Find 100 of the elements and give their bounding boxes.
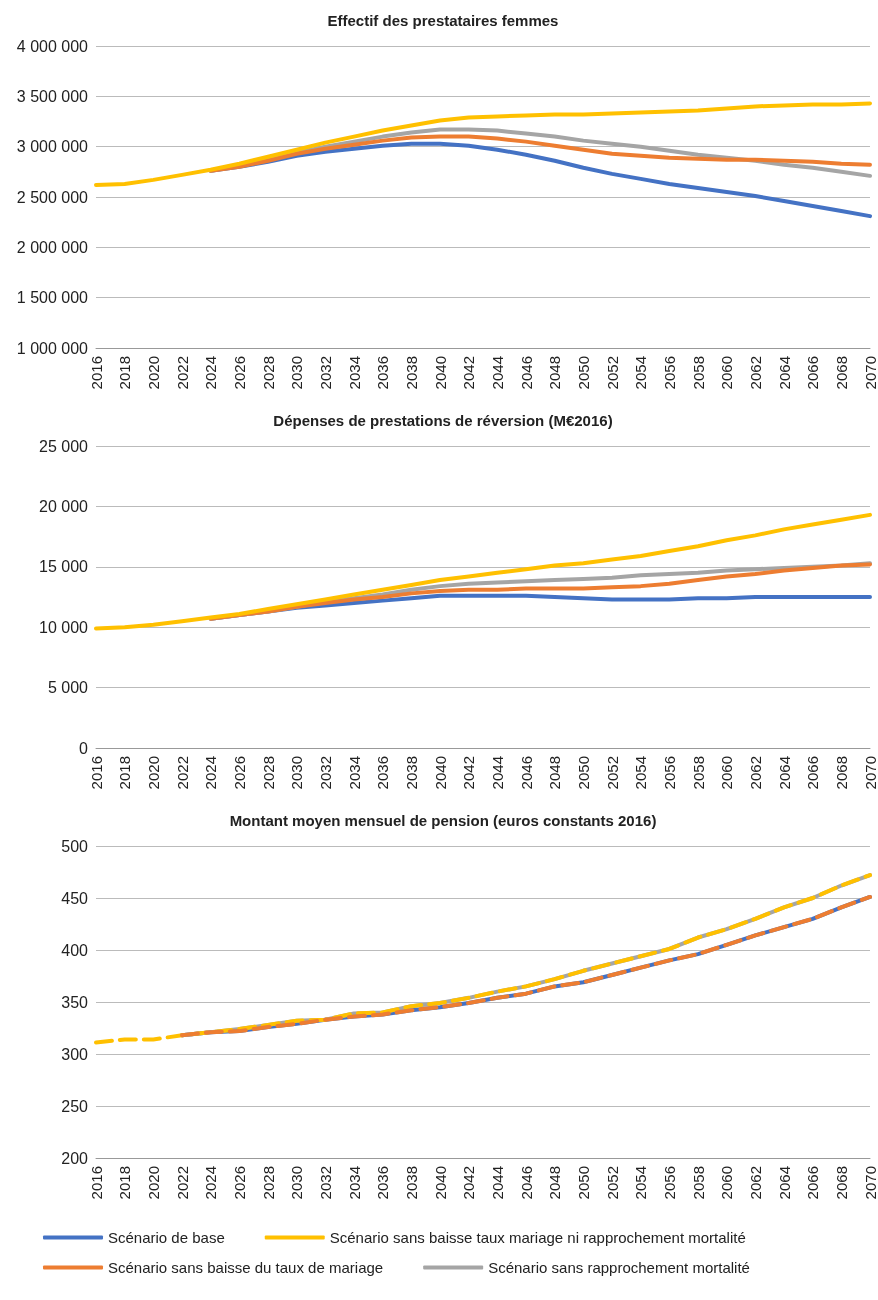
- x-tick-label: 2062: [746, 756, 764, 790]
- x-tick-label: 2018: [116, 1166, 134, 1200]
- x-tick-label: 2058: [689, 756, 707, 790]
- x-tick-label: 2022: [173, 1166, 191, 1200]
- x-tick-label: 2024: [202, 756, 220, 790]
- x-tick-label: 2026: [230, 1166, 248, 1200]
- x-tick-label: 2054: [632, 1166, 650, 1200]
- x-tick-label: 2040: [431, 1166, 449, 1200]
- x-tick-label: 2044: [488, 356, 506, 390]
- x-tick-label: 2054: [632, 756, 650, 790]
- x-tick-label: 2046: [517, 356, 535, 390]
- y-tick-label: 400: [61, 941, 89, 959]
- y-tick-label: 200: [61, 1149, 89, 1167]
- x-tick-label: 2052: [603, 756, 621, 790]
- x-tick-label: 2036: [374, 1166, 392, 1200]
- x-tick-label: 2050: [574, 356, 592, 390]
- x-tick-label: 2016: [87, 356, 105, 390]
- x-tick-label: 2022: [173, 356, 191, 390]
- x-tick-label: 2062: [746, 1166, 764, 1200]
- y-tick-label: 1 500 000: [16, 289, 89, 307]
- x-tick-label: 2038: [402, 1166, 420, 1200]
- x-tick-label: 2070: [861, 756, 878, 790]
- x-tick-label: 2028: [259, 356, 277, 390]
- y-tick-label: 10 000: [39, 618, 89, 636]
- x-tick-label: 2038: [402, 756, 420, 790]
- x-tick-label: 2024: [202, 1166, 220, 1200]
- line-series: [208, 134, 872, 173]
- x-tick-label: 2056: [660, 756, 678, 790]
- x-tick-label: 2054: [632, 356, 650, 390]
- line-series: [94, 101, 872, 187]
- x-tick-label: 2060: [718, 356, 736, 390]
- x-tick-label: 2056: [660, 356, 678, 390]
- x-tick-label: 2046: [517, 1166, 535, 1200]
- x-tick-label: 2042: [460, 1166, 478, 1200]
- x-tick-label: 2048: [546, 1166, 564, 1200]
- x-tick-label: 2030: [288, 356, 306, 390]
- y-tick-label: 1 000 000: [16, 339, 89, 357]
- x-tick-label: 2048: [546, 356, 564, 390]
- y-tick-label: 20 000: [39, 497, 89, 515]
- x-tick-label: 2070: [861, 1166, 878, 1200]
- y-tick-label: 2 000 000: [16, 238, 89, 256]
- x-tick-label: 2068: [832, 356, 850, 390]
- y-tick-label: 25 000: [39, 437, 89, 455]
- y-tick-label: 3 500 000: [16, 87, 89, 105]
- x-tick-label: 2044: [488, 1166, 506, 1200]
- x-tick-label: 2026: [230, 356, 248, 390]
- x-tick-label: 2066: [804, 356, 822, 390]
- x-tick-label: 2028: [259, 1166, 277, 1200]
- x-tick-label: 2026: [230, 756, 248, 790]
- y-tick-label: 300: [61, 1045, 89, 1063]
- x-tick-label: 2040: [431, 756, 449, 790]
- x-tick-label: 2022: [173, 756, 191, 790]
- x-tick-label: 2052: [603, 356, 621, 390]
- x-tick-label: 2068: [832, 1166, 850, 1200]
- line-series: [94, 512, 872, 631]
- x-tick-label: 2056: [660, 1166, 678, 1200]
- x-tick-label: 2034: [345, 356, 363, 390]
- x-tick-label: 2032: [316, 356, 334, 390]
- y-tick-label: 0: [79, 739, 89, 757]
- y-tick-label: 4 000 000: [16, 37, 89, 55]
- x-tick-label: 2050: [574, 756, 592, 790]
- x-tick-label: 2020: [144, 1166, 162, 1200]
- x-tick-label: 2060: [718, 756, 736, 790]
- x-tick-label: 2030: [288, 756, 306, 790]
- x-tick-label: 2018: [116, 756, 134, 790]
- x-tick-label: 2040: [431, 356, 449, 390]
- x-tick-label: 2024: [202, 356, 220, 390]
- x-tick-label: 2066: [804, 1166, 822, 1200]
- y-tick-label: 2 500 000: [16, 188, 89, 206]
- y-tick-label: 15 000: [39, 558, 89, 576]
- x-tick-label: 2018: [116, 356, 134, 390]
- x-tick-label: 2044: [488, 756, 506, 790]
- chart-title: Dépenses de prestations de réversion (M€2016): [273, 412, 613, 429]
- legend-label: Scénario sans baisse taux mariage ni rapprochement mortalité: [329, 1229, 746, 1246]
- chart-title: Effectif des prestataires femmes: [327, 12, 559, 29]
- x-tick-label: 2064: [775, 756, 793, 790]
- x-tick-label: 2042: [460, 756, 478, 790]
- x-tick-label: 2028: [259, 756, 277, 790]
- x-tick-label: 2036: [374, 756, 392, 790]
- y-tick-label: 5 000: [47, 679, 89, 697]
- x-tick-label: 2066: [804, 756, 822, 790]
- x-tick-label: 2034: [345, 1166, 363, 1200]
- x-tick-label: 2034: [345, 756, 363, 790]
- x-tick-label: 2070: [861, 356, 878, 390]
- legend-label: Scénario sans baisse du taux de mariage: [108, 1259, 384, 1276]
- x-tick-label: 2016: [87, 1166, 105, 1200]
- x-tick-label: 2046: [517, 756, 535, 790]
- x-tick-label: 2060: [718, 1166, 736, 1200]
- x-tick-label: 2020: [144, 356, 162, 390]
- x-tick-label: 2020: [144, 756, 162, 790]
- x-tick-label: 2032: [316, 756, 334, 790]
- y-tick-label: 250: [61, 1097, 89, 1115]
- legend-label: Scénario de base: [108, 1229, 225, 1246]
- y-tick-label: 350: [61, 993, 89, 1011]
- x-tick-label: 2068: [832, 756, 850, 790]
- x-tick-label: 2042: [460, 356, 478, 390]
- x-tick-label: 2030: [288, 1166, 306, 1200]
- x-tick-label: 2064: [775, 356, 793, 390]
- x-tick-label: 2052: [603, 1166, 621, 1200]
- legend-label: Scénario sans rapprochement mortalité: [488, 1259, 750, 1276]
